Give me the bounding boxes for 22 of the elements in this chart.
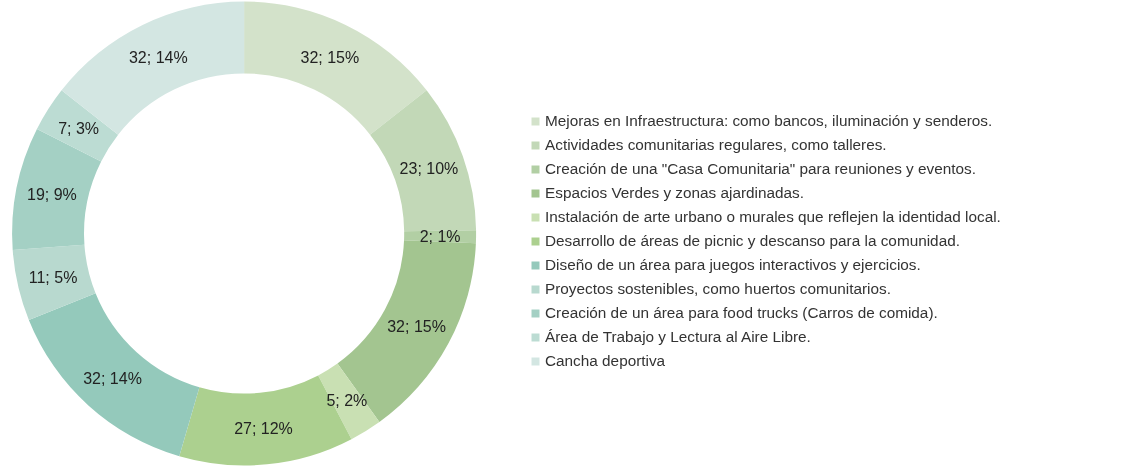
data-label: 32; 15%: [387, 318, 446, 336]
legend-label: Área de Trabajo y Lectura al Aire Libre.: [545, 327, 811, 347]
data-label: 11; 5%: [28, 269, 78, 287]
data-label: 19; 9%: [26, 186, 77, 204]
legend-label: Cancha deportiva: [545, 351, 666, 371]
data-label: 32; 15%: [300, 48, 360, 66]
data-label: 2; 1%: [419, 227, 461, 245]
legend-label: Espacios Verdes y zonas ajardinadas.: [545, 183, 805, 203]
legend-label: Instalación de arte urbano o murales que reflejen la identidad local.: [545, 207, 1001, 227]
legend-label: Creación de un área para food trucks (Carros de comida).: [545, 303, 938, 323]
legend-label: Creación de una "Casa Comunitaria" para reuniones y eventos.: [545, 159, 976, 179]
legend-label: Proyectos sostenibles, como huertos comunitarios.: [545, 279, 891, 299]
data-label: 7; 3%: [58, 119, 100, 137]
data-label: 32; 14%: [128, 48, 188, 66]
data-label: 5; 2%: [326, 391, 368, 409]
data-label: 23; 10%: [399, 159, 459, 177]
data-label: 32; 14%: [83, 370, 142, 388]
legend-label: Diseño de un área para juegos interactivos y ejercicios.: [545, 255, 921, 275]
data-label: 27; 12%: [234, 420, 293, 438]
legend-label: Desarrollo de áreas de picnic y descanso para la comunidad.: [545, 231, 960, 251]
legend-label: Actividades comunitarias regulares, como talleres.: [545, 135, 887, 155]
legend-label: Mejoras en Infraestructura: como bancos, iluminación y senderos.: [545, 111, 993, 131]
